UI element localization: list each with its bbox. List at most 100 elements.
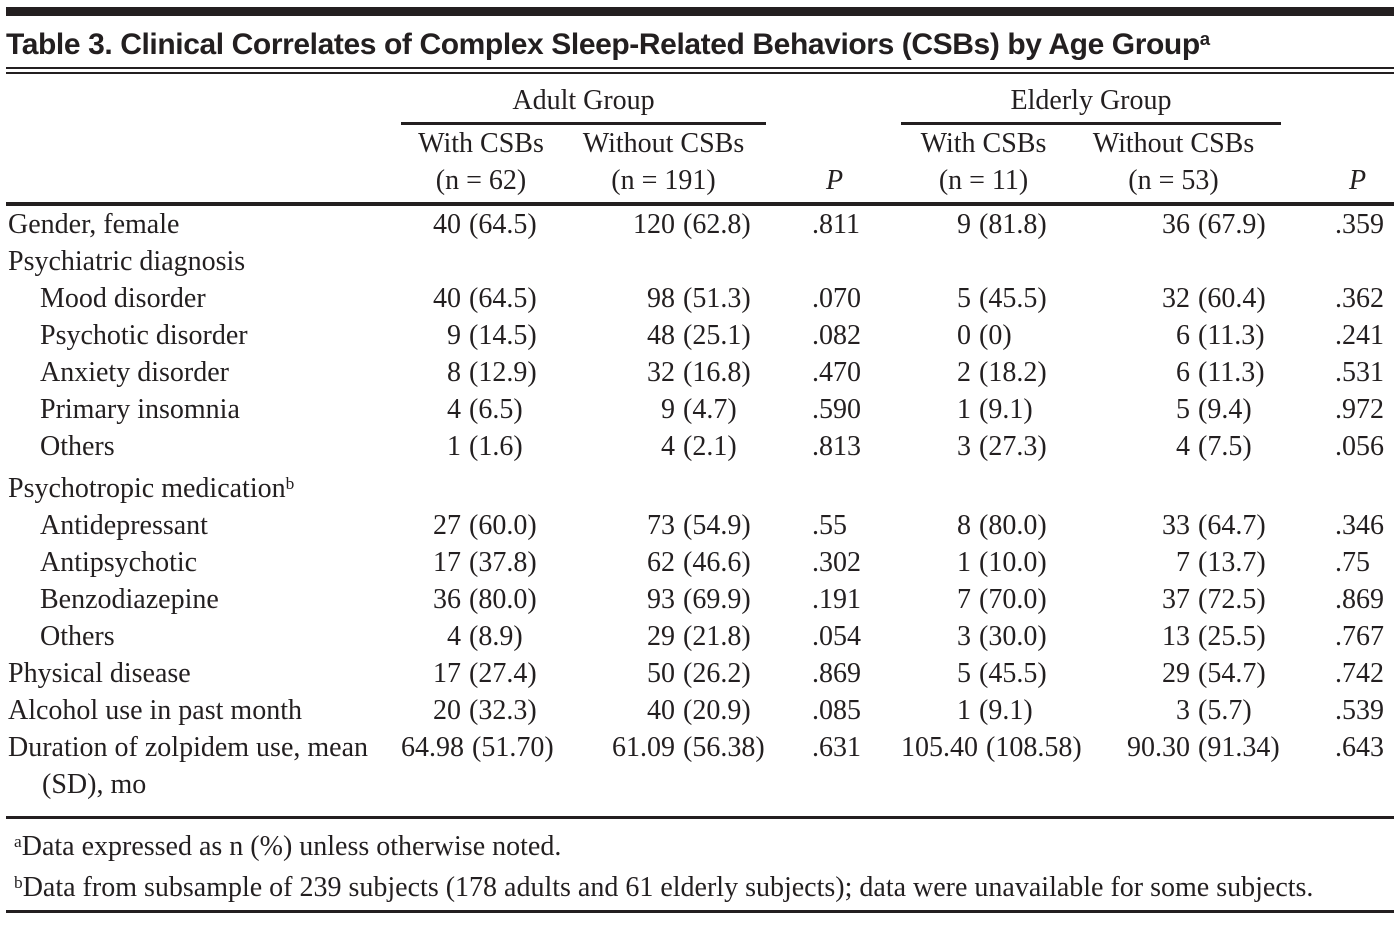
adult-without-csbs-cell: 32 (16.8) bbox=[561, 354, 766, 391]
cell-count: 32 bbox=[1162, 282, 1191, 314]
elderly-p-cell: .869 bbox=[1335, 583, 1385, 615]
column-header-line1: With CSBs bbox=[418, 127, 544, 159]
table-body: Gender, female 40 (64.5) 120 (62.8) .811 9 (81.… bbox=[6, 204, 1394, 810]
cell-percent: (80.0) bbox=[469, 583, 537, 615]
cell-count: 62 bbox=[647, 546, 675, 578]
cell-count: 120 bbox=[633, 208, 675, 240]
cell-count: 3 bbox=[1176, 694, 1191, 726]
cell-percent: (5.7) bbox=[1198, 694, 1252, 726]
cell-count: 64.98 bbox=[401, 731, 464, 763]
adult-without-csbs-cell: 62 (46.6) bbox=[561, 544, 766, 581]
cell-count: 105.40 bbox=[901, 731, 979, 763]
table-row: Mood disorder 40 (64.5) 98 (51.3) .070 5 (45.5)… bbox=[6, 280, 1394, 317]
adult-p-cell: .070 bbox=[812, 282, 862, 314]
cell-percent: (62.8) bbox=[683, 208, 751, 240]
adult-without-csbs-cell: 98 (51.3) bbox=[561, 280, 766, 317]
adult-without-csbs-cell: 61.09 (56.38) bbox=[561, 729, 766, 810]
adult-without-csbs-cell: 120 (62.8) bbox=[561, 204, 766, 243]
cell-count: 9 bbox=[447, 319, 461, 351]
group-header-row: Adult Group Elderly Group bbox=[6, 74, 1394, 125]
table-header: Adult Group Elderly Group With CSBs (n =… bbox=[6, 74, 1395, 206]
adult-without-csbs-cell: 9 (4.7) bbox=[561, 391, 766, 428]
cell-percent: (27.4) bbox=[469, 657, 537, 689]
adult-with-csbs-cell: 9 (14.5) bbox=[401, 317, 561, 354]
cell-percent: (54.7) bbox=[1198, 657, 1266, 689]
table-row: Alcohol use in past month 20 (32.3) 40 (20.9… bbox=[6, 692, 1394, 729]
elderly-with-csbs-cell: 105.40 (108.58) bbox=[901, 729, 1082, 810]
cell-percent: (70.0) bbox=[979, 583, 1047, 615]
table-row: Primary insomnia 4 (6.5) 9 (4.7) .590 1 (9.1) 5(… bbox=[6, 391, 1394, 428]
adult-p-cell: .811 bbox=[812, 208, 860, 240]
cell-percent: (11.3) bbox=[1198, 356, 1265, 388]
cell-percent: (64.5) bbox=[469, 208, 537, 240]
adult-p-header: P bbox=[766, 123, 872, 206]
column-header-line1: Without CSBs bbox=[582, 127, 745, 159]
cell-count: 9 bbox=[957, 208, 972, 240]
table-row: Physical disease 17 (27.4) 50 (26.2) .869 5 (45… bbox=[6, 655, 1394, 692]
adult-without-csbs-header: Without CSBs (n = 191) bbox=[561, 123, 767, 206]
elderly-with-csbs-cell: 9 (81.8) bbox=[901, 204, 1066, 243]
cell-count: 7 bbox=[1176, 546, 1191, 578]
cell-percent: (64.7) bbox=[1198, 509, 1266, 541]
cell-percent: (69.9) bbox=[683, 583, 751, 615]
cell-percent: (60.4) bbox=[1198, 282, 1266, 314]
group-gap bbox=[871, 729, 901, 810]
table-row: Duration of zolpidem use, mean (SD), mo 6… bbox=[6, 729, 1394, 810]
adult-with-csbs-cell: 40 (64.5) bbox=[401, 204, 561, 243]
row-label: Alcohol use in past month bbox=[8, 694, 302, 726]
cell-percent: (9.4) bbox=[1198, 393, 1252, 425]
cell-count: 17 bbox=[433, 657, 461, 689]
elderly-with-csbs-cell: 1 (9.1) bbox=[901, 692, 1066, 729]
elderly-without-csbs-cell: 37 (72.5) bbox=[1066, 581, 1281, 618]
cell-percent: (67.9) bbox=[1198, 208, 1266, 240]
cell-count: 6 bbox=[1176, 319, 1191, 351]
adult-with-csbs-cell: 27 (60.0) bbox=[401, 507, 561, 544]
elderly-p-cell: .056 bbox=[1335, 430, 1385, 462]
row-label: Others bbox=[40, 430, 115, 462]
cell-percent: (12.9) bbox=[469, 356, 537, 388]
column-header-line2: (n = 53) bbox=[1128, 164, 1219, 196]
empty-cell bbox=[401, 465, 1394, 507]
cell-count: 1 bbox=[957, 694, 972, 726]
cell-percent: (7.5) bbox=[1198, 430, 1252, 462]
elderly-with-csbs-cell: 8 (80.0) bbox=[901, 507, 1066, 544]
cell-count: 29 bbox=[647, 620, 675, 652]
elderly-p-cell: .359 bbox=[1335, 208, 1385, 240]
cell-percent: (16.8) bbox=[683, 356, 751, 388]
column-header-line2: (n = 62) bbox=[435, 164, 527, 196]
cell-percent: (46.6) bbox=[683, 546, 751, 578]
elderly-with-csbs-cell: 1 (9.1) bbox=[901, 391, 1066, 428]
elderly-p-header: P bbox=[1281, 123, 1395, 206]
empty-header-cell bbox=[6, 74, 401, 123]
group-gap bbox=[871, 204, 901, 243]
empty-header-cell bbox=[6, 123, 401, 206]
adult-without-csbs-cell: 73 (54.9) bbox=[561, 507, 766, 544]
title-double-rule bbox=[6, 67, 1394, 74]
cell-count: 4 bbox=[447, 393, 461, 425]
cell-count: 3 bbox=[957, 430, 972, 462]
row-label: Anxiety disorder bbox=[40, 356, 229, 388]
group-gap bbox=[871, 581, 901, 618]
empty-header-cell bbox=[1281, 74, 1394, 123]
elderly-p-cell: .539 bbox=[1335, 694, 1385, 726]
table-row: Anxiety disorder 8 (12.9) 32 (16.8) .470 2 (18.… bbox=[6, 354, 1394, 391]
cell-count: 7 bbox=[957, 583, 972, 615]
cell-count: 6 bbox=[1176, 356, 1191, 388]
adult-without-csbs-cell: 29 (21.8) bbox=[561, 618, 766, 655]
group-gap bbox=[871, 354, 901, 391]
table-row: Antidepressant 27 (60.0) 73 (54.9) .55 8 (80.0)… bbox=[6, 507, 1394, 544]
elderly-without-csbs-cell: 13 (25.5) bbox=[1066, 618, 1281, 655]
footnote-marker: b bbox=[285, 473, 295, 493]
cell-count: 1 bbox=[957, 546, 972, 578]
adult-without-csbs-cell: 48 (25.1) bbox=[561, 317, 766, 354]
group-gap bbox=[871, 123, 902, 206]
cell-count: 29 bbox=[1162, 657, 1191, 689]
cell-percent: (11.3) bbox=[1198, 319, 1265, 351]
footnotes: aData expressed as n (%) unless otherwis… bbox=[6, 824, 1394, 906]
table-row: Antipsychotic 17 (37.8) 62 (46.6) .302 1 (10.0)… bbox=[6, 544, 1394, 581]
cell-count: 4 bbox=[447, 620, 461, 652]
cell-percent: (9.1) bbox=[979, 694, 1033, 726]
column-header-row: With CSBs (n = 62) Without CSBs (n = 191… bbox=[6, 123, 1395, 206]
cell-percent: (91.34) bbox=[1198, 731, 1280, 763]
empty-header-cell bbox=[766, 74, 871, 123]
